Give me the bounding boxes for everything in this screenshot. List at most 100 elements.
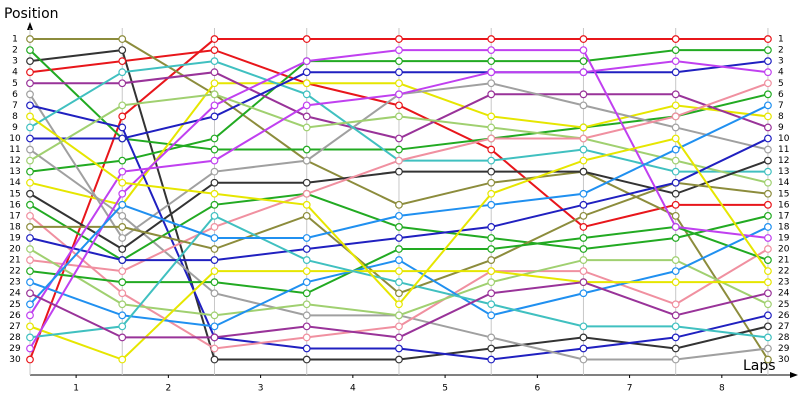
position-marker (26, 278, 34, 287)
y-tick-label-right: 16 (778, 200, 790, 210)
y-tick-label: 18 (9, 222, 21, 232)
position-marker (118, 101, 127, 110)
y-tick-label-right: 26 (778, 311, 790, 321)
position-marker (210, 90, 219, 99)
position-marker (210, 145, 219, 154)
y-tick-label: 26 (9, 311, 21, 321)
position-marker (395, 267, 403, 276)
y-tick-label: 10 (9, 134, 21, 144)
position-marker (671, 278, 680, 287)
position-marker (671, 68, 680, 77)
position-marker (764, 35, 772, 43)
position-marker (579, 57, 588, 66)
position-marker (302, 267, 311, 276)
position-marker (671, 178, 680, 187)
position-marker (487, 134, 496, 143)
y-tick-label: 24 (9, 289, 21, 299)
position-marker (302, 289, 311, 298)
position-marker (487, 267, 496, 276)
y-tick-label-right: 21 (778, 256, 789, 266)
position-marker (764, 200, 772, 209)
position-marker (118, 223, 127, 231)
position-marker (118, 245, 127, 253)
position-marker (671, 134, 680, 143)
position-marker (487, 200, 496, 209)
position-marker (302, 311, 311, 320)
position-marker (302, 355, 311, 364)
x-tick-label: 2 (165, 384, 171, 394)
position-marker (764, 245, 772, 253)
y-tick-label: 15 (9, 189, 20, 199)
position-marker (302, 57, 311, 66)
position-marker (764, 167, 772, 176)
position-marker (671, 267, 680, 276)
position-marker (671, 57, 680, 66)
position-marker (26, 145, 34, 154)
x-tick-label: 7 (627, 384, 633, 394)
y-tick-label: 14 (9, 178, 21, 188)
y-tick-label-right: 15 (778, 189, 789, 199)
position-marker (26, 245, 34, 253)
position-marker (302, 68, 311, 77)
position-marker (671, 156, 680, 165)
position-marker (118, 123, 127, 132)
y-tick-label-right: 30 (778, 355, 790, 365)
position-marker (210, 234, 219, 242)
position-marker (579, 123, 588, 132)
position-marker (395, 278, 403, 287)
position-marker (579, 200, 588, 209)
position-marker (26, 156, 34, 165)
position-marker (487, 68, 496, 77)
position-marker (118, 311, 127, 320)
position-marker (118, 355, 127, 364)
position-marker (302, 300, 311, 309)
position-marker (395, 112, 403, 121)
position-marker (210, 134, 219, 143)
position-marker (671, 311, 680, 320)
position-marker (395, 211, 403, 220)
position-marker (487, 46, 496, 55)
y-tick-label-right: 17 (778, 211, 789, 221)
position-marker (487, 344, 496, 353)
position-marker (579, 145, 588, 154)
position-marker (210, 156, 219, 165)
position-marker (118, 322, 127, 331)
position-marker (764, 344, 772, 353)
position-marker (764, 289, 772, 298)
position-marker (210, 35, 219, 43)
position-marker (487, 123, 496, 132)
y-tick-label: 19 (9, 233, 21, 243)
position-marker (764, 68, 772, 77)
position-marker (579, 46, 588, 55)
position-marker (210, 333, 219, 342)
position-marker (210, 311, 219, 320)
position-marker (671, 112, 680, 121)
position-marker (764, 101, 772, 110)
x-tick-label: 3 (258, 384, 264, 394)
y-tick-label: 17 (9, 211, 20, 221)
position-marker (671, 355, 680, 364)
position-marker (671, 101, 680, 110)
position-marker (26, 46, 34, 55)
position-marker (302, 322, 311, 331)
position-marker (764, 267, 772, 276)
position-marker (26, 167, 34, 176)
y-tick-label-right: 6 (778, 90, 784, 100)
position-marker (395, 134, 403, 143)
x-tick-label: 8 (719, 384, 725, 394)
y-tick-label: 6 (12, 90, 18, 100)
position-marker (26, 211, 34, 220)
position-marker (118, 46, 127, 55)
position-marker (302, 200, 311, 209)
position-marker (579, 189, 588, 198)
position-marker (118, 278, 127, 287)
y-tick-label: 22 (9, 267, 20, 277)
position-marker (395, 311, 403, 320)
position-marker (579, 68, 588, 77)
position-marker (579, 134, 588, 143)
y-tick-label: 13 (9, 167, 20, 177)
position-marker (210, 68, 219, 77)
y-tick-label-right: 20 (778, 245, 790, 255)
